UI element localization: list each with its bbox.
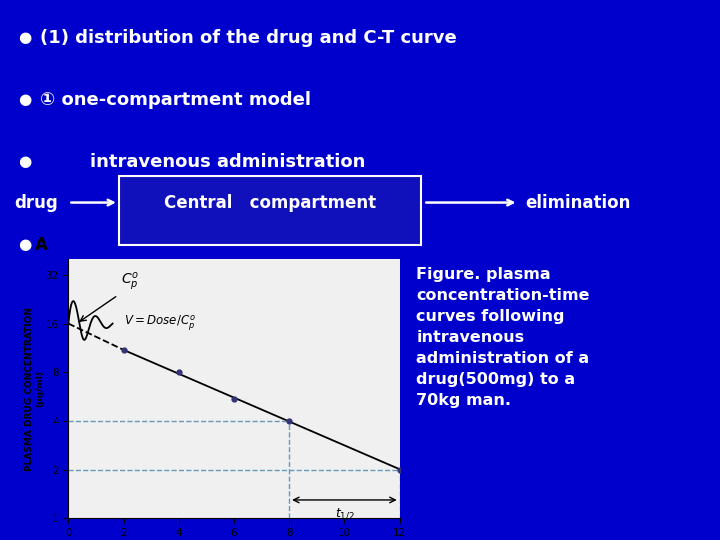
Text: ① one-compartment model: ① one-compartment model [40,91,310,109]
Text: Central   compartment: Central compartment [164,193,376,212]
Text: ●: ● [18,30,31,45]
Text: intravenous administration: intravenous administration [40,153,365,171]
Text: $t_{1/2}$: $t_{1/2}$ [335,507,354,522]
Text: ●: ● [18,154,31,170]
Y-axis label: PLASMA DRUG CONCENTRATION
(μg/ml): PLASMA DRUG CONCENTRATION (μg/ml) [24,307,44,471]
Text: ●: ● [18,238,31,252]
Text: Figure. plasma
concentration-time
curves following
intravenous
administration of: Figure. plasma concentration-time curves… [416,267,590,408]
Bar [119,176,421,245]
Text: A: A [35,236,48,254]
Text: ●: ● [18,92,31,107]
Text: (1) distribution of the drug and C-T curve: (1) distribution of the drug and C-T cur… [40,29,456,47]
Text: $C_p^o$: $C_p^o$ [121,271,139,292]
Text: elimination: elimination [526,193,631,212]
Text: $V = Dose / C_p^o$: $V = Dose / C_p^o$ [124,314,195,333]
Text: drug: drug [14,193,58,212]
